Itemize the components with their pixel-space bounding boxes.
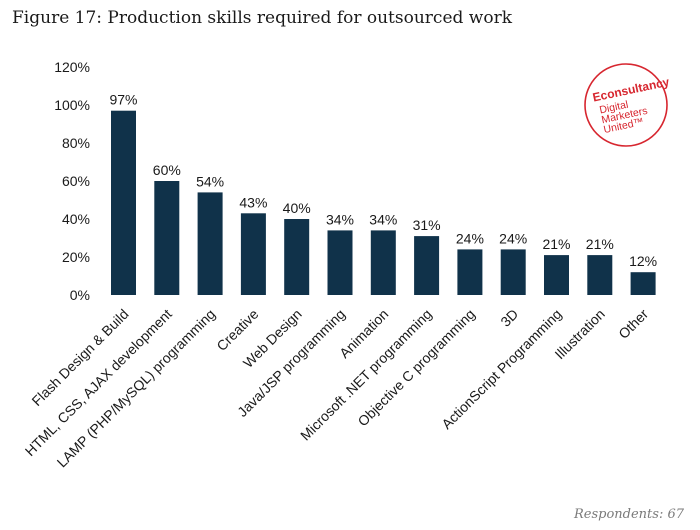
x-category-label: Other (615, 306, 651, 342)
y-tick-label: 100% (54, 97, 90, 113)
bar (197, 192, 223, 295)
logo-brand-text: Econsultancy (591, 75, 669, 105)
bar (544, 255, 569, 295)
logo-tagline-line: Digital (598, 99, 629, 117)
logo-ring (584, 63, 668, 147)
econsultancy-logo: Econsultancy Digital Marketers United™ (584, 63, 669, 147)
y-tick-label: 0% (70, 287, 90, 303)
bar (154, 181, 180, 295)
value-label: 24% (456, 230, 484, 246)
y-tick-label: 80% (62, 135, 90, 151)
value-labels-group: 97% 60% 54% 43% 40% 34% 34% 31% 24% 24% 21% 21% 12% (109, 92, 657, 270)
y-tick-label: 120% (54, 59, 90, 75)
value-label: 34% (326, 211, 354, 227)
y-tick-label: 40% (62, 211, 90, 227)
value-label: 31% (413, 217, 441, 233)
value-label: 21% (542, 236, 570, 252)
bars-group (111, 110, 656, 295)
value-label: 21% (586, 236, 614, 252)
bar (370, 230, 396, 295)
value-label: 12% (629, 253, 657, 269)
value-label: 54% (196, 173, 224, 189)
value-label: 43% (239, 194, 267, 210)
bar (500, 249, 526, 295)
x-category-label: 3D (497, 306, 521, 330)
bar (457, 249, 483, 295)
y-tick-label: 60% (62, 173, 90, 189)
bar (111, 110, 136, 295)
value-label: 97% (109, 92, 137, 108)
x-category-label: LAMP (PHP/MySQL) programming (54, 306, 219, 471)
bar (240, 213, 266, 295)
value-label: 24% (499, 230, 527, 246)
bar (327, 230, 353, 295)
figure-title: Figure 17: Production skills required fo… (12, 8, 513, 28)
value-label: 40% (283, 200, 311, 216)
bar (630, 272, 656, 295)
bar (414, 236, 440, 295)
bar (284, 219, 310, 295)
respondents-note: Respondents: 67 (573, 507, 684, 522)
value-label: 34% (369, 211, 397, 227)
bar (587, 255, 613, 295)
y-tick-label: 20% (62, 249, 90, 265)
value-label: 60% (153, 162, 181, 178)
y-axis: 0% 20% 40% 60% 80% 100% 120% (54, 59, 90, 303)
